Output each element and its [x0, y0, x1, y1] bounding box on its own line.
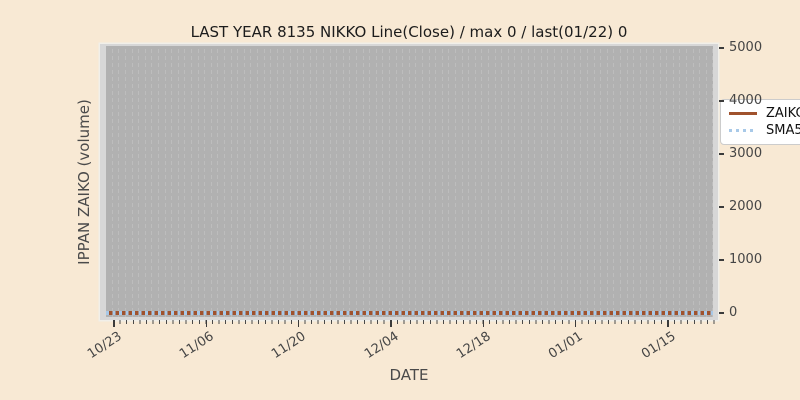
chart-title: LAST YEAR 8135 NIKKO Line(Close) / max 0… — [190, 23, 628, 41]
sma5-line-sample-icon — [729, 129, 757, 132]
legend-label-sma5: SMA5 — [766, 123, 800, 138]
y-tick-mark — [719, 47, 724, 49]
y-tick-mark — [719, 259, 724, 261]
x-major-tick — [482, 320, 485, 327]
plot-gridlines — [106, 46, 713, 317]
legend-label-zaiko: ZAIKO — [766, 106, 800, 121]
y-tick-label: 3000 — [729, 146, 763, 161]
y-tick-mark — [719, 312, 724, 314]
y-tick-mark — [719, 153, 724, 155]
plot-area: ZAIKO SMA5 — [100, 44, 800, 320]
x-major-tick — [205, 320, 208, 327]
sma5-series-line — [106, 311, 713, 315]
zaiko-line-sample-icon — [729, 112, 757, 115]
x-major-tick — [390, 320, 392, 327]
x-major-tick — [297, 320, 300, 327]
y-tick-label: 2000 — [729, 199, 763, 214]
y-tick-mark — [719, 100, 724, 102]
y-tick-label: 4000 — [729, 93, 763, 108]
x-axis-label: DATE — [389, 366, 429, 384]
legend-item-zaiko: ZAIKO — [729, 105, 800, 122]
y-tick-mark — [719, 206, 724, 208]
y-tick-label: 1000 — [729, 252, 763, 267]
y-tick-label: 5000 — [729, 40, 763, 55]
x-major-tick — [113, 320, 115, 327]
legend-item-sma5: SMA5 — [729, 122, 800, 139]
x-axis-minor-ticks — [113, 320, 715, 324]
y-axis-label: IPPAN ZAIKO (volume) — [75, 99, 93, 265]
y-tick-label: 0 — [729, 305, 738, 320]
legend: ZAIKO SMA5 — [720, 99, 800, 145]
x-major-tick — [574, 320, 577, 327]
x-major-tick — [667, 320, 669, 327]
